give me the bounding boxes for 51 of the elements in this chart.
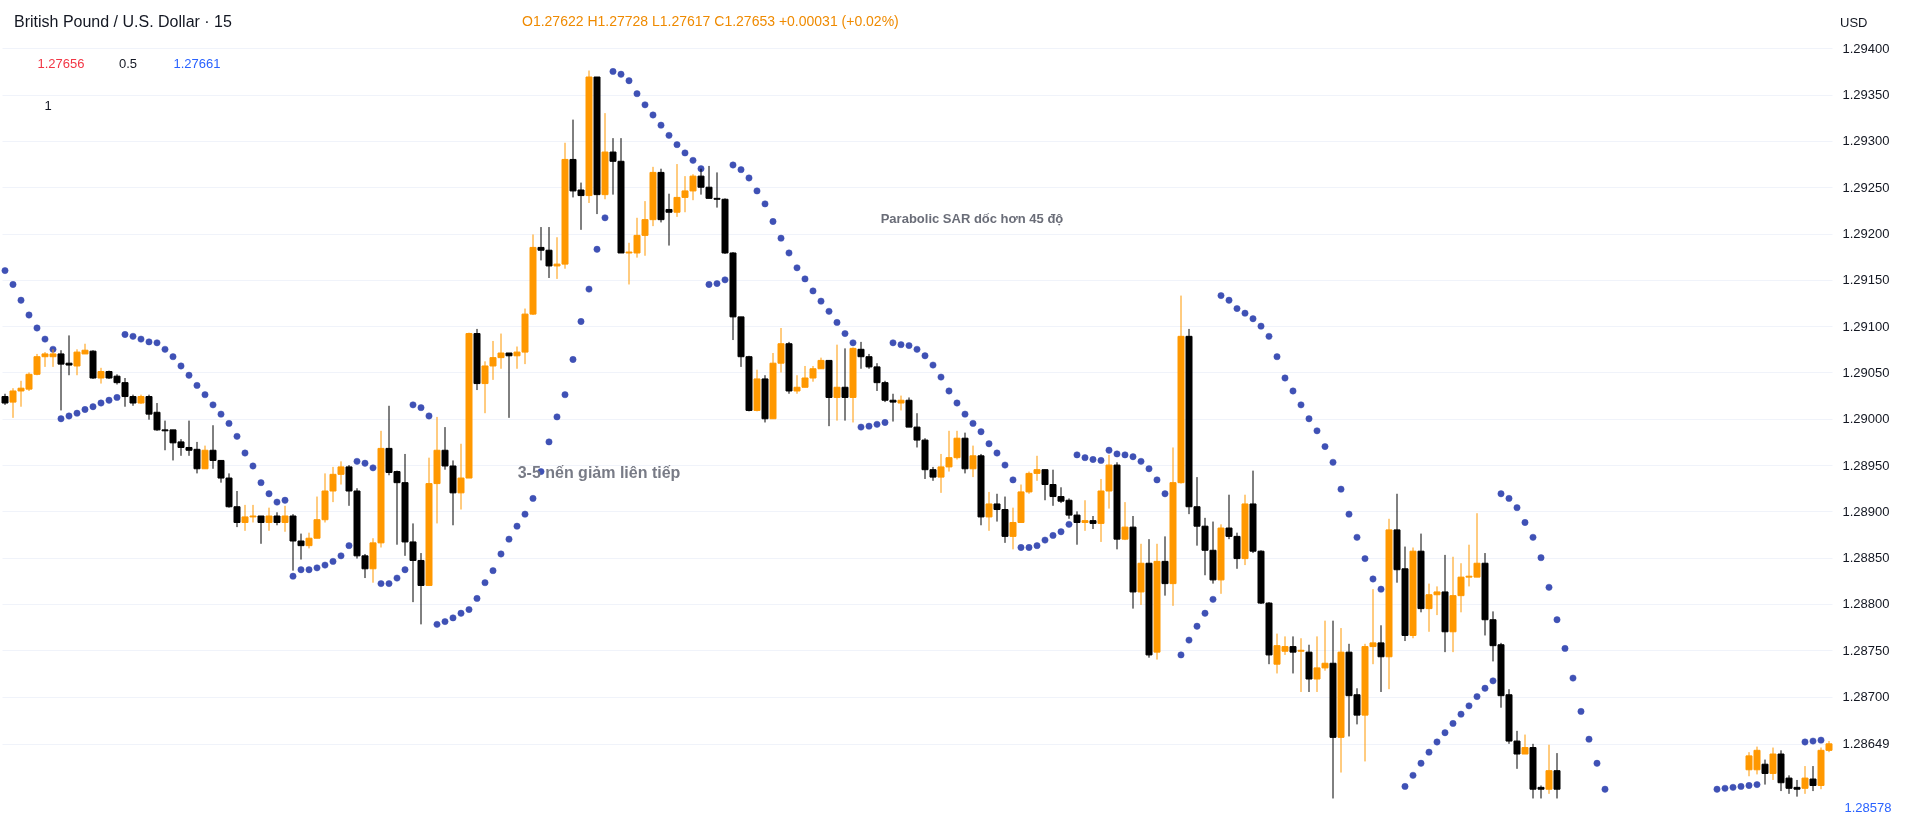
text: British Pound / U.S. Dollar · 15	[14, 13, 232, 30]
annotation: 1.27661	[173, 56, 221, 71]
y-tick-label: 1.28950	[1842, 457, 1890, 473]
candlestick	[1769, 747, 1777, 781]
candlestick	[1545, 744, 1553, 795]
annotation: 1	[44, 98, 52, 113]
y-tick-label: 1.29000	[1842, 411, 1890, 427]
y-tick-label: 1.28800	[1842, 596, 1890, 612]
candlestick	[281, 505, 289, 533]
candlestick	[1801, 765, 1809, 795]
candlestick	[1081, 499, 1089, 532]
candlestick	[969, 445, 977, 478]
candlestick	[1761, 759, 1769, 786]
annotation: 3-5 nến giảm liên tiếp	[517, 464, 681, 481]
y-tick-label: 1.28850	[1842, 550, 1890, 566]
candlestick	[1089, 515, 1097, 530]
text: USD	[1840, 15, 1868, 30]
candlestick	[833, 344, 841, 422]
candlestick	[1521, 734, 1529, 755]
candlestick	[897, 395, 905, 411]
y-tick-label: 1.28750	[1842, 642, 1890, 658]
candlestick	[505, 352, 513, 419]
candlestick	[1553, 752, 1561, 799]
y-tick-label: 1.28649	[1842, 736, 1890, 752]
annotation: 0.5	[118, 56, 138, 71]
candlestick	[1121, 501, 1129, 541]
y-tick-label: 1.29300	[1842, 133, 1890, 149]
candlestick	[1809, 765, 1817, 792]
text: 1.28578	[1844, 800, 1892, 815]
candlestick	[1297, 637, 1305, 693]
candlestick	[985, 491, 993, 532]
candlestick	[257, 515, 265, 545]
y-tick-label: 1.29100	[1842, 318, 1890, 334]
candlestick	[265, 507, 273, 532]
candlestick	[1377, 624, 1385, 693]
y-tick-label: 1.29050	[1842, 364, 1890, 380]
y-tick-label: 1.29150	[1842, 272, 1890, 288]
y-tick-label: 1.28900	[1842, 503, 1890, 519]
y-tick-label: 1.28700	[1842, 689, 1890, 705]
y-tick-label: 1.29200	[1842, 226, 1890, 242]
annotation: Parabolic SAR dốc hơn 45 độ	[880, 211, 1064, 226]
annotation: 1.27656	[37, 56, 85, 71]
candlestick	[841, 347, 849, 422]
candlestick	[1161, 535, 1169, 597]
candlestick	[201, 445, 209, 470]
candlestick	[97, 367, 105, 385]
text: O1.27622 H1.27728 L1.27617 C1.27653 +0.00031 (+0.02%)	[522, 13, 899, 29]
y-tick-label: 1.29350	[1842, 87, 1890, 103]
y-tick-label: 1.29250	[1842, 179, 1890, 195]
y-tick-label: 1.29400	[1842, 40, 1890, 56]
candlestick	[1289, 635, 1297, 674]
